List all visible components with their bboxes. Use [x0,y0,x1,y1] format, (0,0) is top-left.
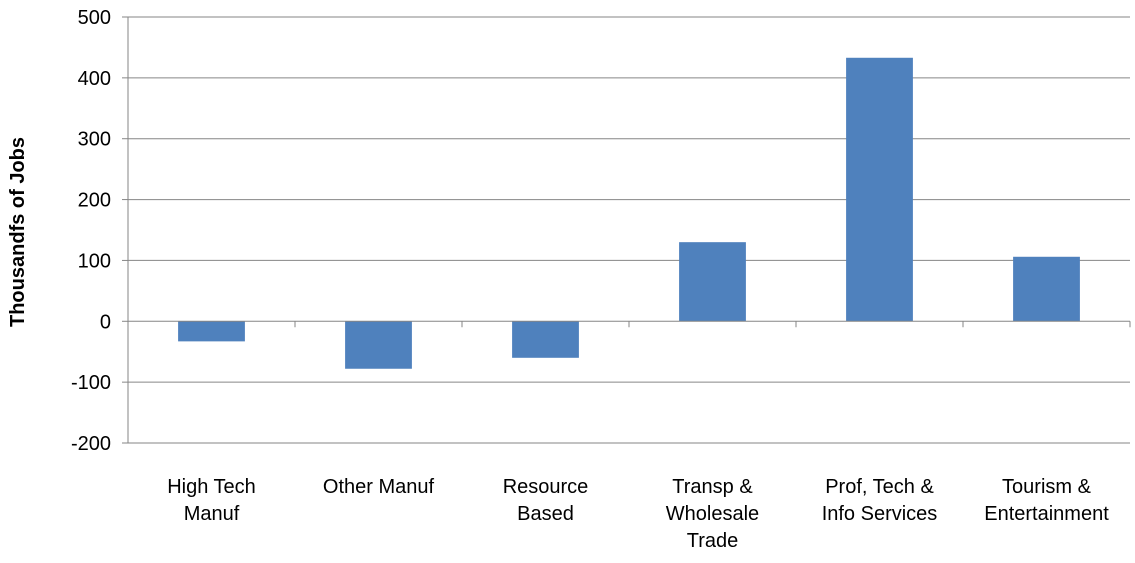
y-tick-label: 400 [78,68,111,90]
category-label-line: Prof, Tech & [825,476,934,498]
bar [345,321,412,369]
bar [1013,256,1080,322]
bar [846,57,913,322]
y-tick-label: 200 [78,190,111,212]
y-tick-label: -100 [71,372,111,394]
y-axis-title: Thousandfs of Jobs [7,137,29,327]
gridlines [128,16,1130,444]
category-label: Prof, Tech & Info Services [822,476,938,525]
bar [178,321,245,342]
category-label: Tourism & Entertainment [984,476,1109,525]
category-label-line: Info Services [822,503,938,525]
bar [679,242,746,322]
bar [512,321,579,358]
category-label-line: Wholesale [666,503,759,525]
category-label-line: Other Manuf [323,476,435,498]
y-tick-labels: 500 400 300 200 100 0 -100 -200 [71,7,111,455]
category-label: Other Manuf [323,476,435,498]
bars [178,57,1080,369]
y-tick-label: 500 [78,7,111,29]
category-label: Resource Based [503,476,589,525]
category-label-line: High Tech [167,476,256,498]
y-tick-label: 100 [78,250,111,272]
category-label-line: Resource [503,476,589,498]
y-tick-label: 300 [78,129,111,151]
category-label-line: Tourism & [1002,476,1092,498]
category-label: High Tech Manuf [167,476,256,525]
category-label-line: Trade [687,530,739,552]
category-label-line: Manuf [184,503,240,525]
y-tick-label: -200 [71,433,111,455]
y-tick-label: 0 [100,311,111,333]
category-labels: High Tech Manuf Other Manuf Resource Based Tr… [167,476,1109,552]
category-label-line: Transp & [672,476,753,498]
category-label-line: Based [517,503,574,525]
category-label: Transp & Wholesale Trade [666,476,759,552]
category-label-line: Entertainment [984,503,1109,525]
axes [122,16,1131,444]
